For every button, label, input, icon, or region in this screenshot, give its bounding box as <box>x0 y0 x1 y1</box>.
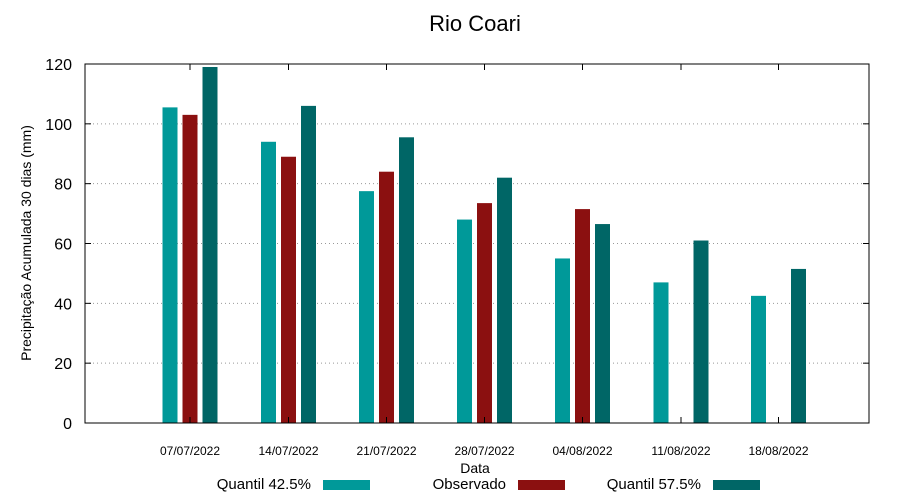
bar-quantil-57-5 <box>595 224 610 423</box>
bar-observado <box>575 209 590 423</box>
bar-quantil-42-5 <box>457 219 472 423</box>
y-tick-label: 120 <box>45 57 72 74</box>
bar-quantil-42-5 <box>555 258 570 423</box>
x-tick-label: 28/07/2022 <box>454 444 514 458</box>
legend-label: Quantil 42.5% <box>217 476 311 493</box>
bar-observado <box>182 114 198 423</box>
bar-observado <box>477 203 492 423</box>
bar-observado <box>379 171 394 423</box>
y-tick-label: 60 <box>54 237 72 254</box>
legend-label: Quantil 57.5% <box>607 476 701 493</box>
x-tick-label: 07/07/2022 <box>160 444 220 458</box>
y-tick-label: 100 <box>45 117 72 134</box>
bar-quantil-57-5 <box>791 268 806 423</box>
legend-swatch <box>323 480 370 490</box>
bar-quantil-42-5 <box>751 295 766 423</box>
bar-quantil-42-5 <box>261 141 276 424</box>
y-axis-label: Precipitação Acumulada 30 dias (mm) <box>18 125 34 361</box>
bar-quantil-42-5 <box>653 282 669 423</box>
bar-quantil-57-5 <box>202 66 218 423</box>
legend: Quantil 42.5% Observado Quantil 57.5% <box>217 476 760 493</box>
legend-swatch <box>713 480 760 490</box>
x-tick-label: 18/08/2022 <box>748 444 808 458</box>
bar-quantil-57-5 <box>497 177 512 423</box>
bar-quantil-57-5 <box>399 137 414 423</box>
legend-label: Observado <box>433 476 506 493</box>
x-axis-label: Data <box>460 460 490 476</box>
y-tick-label: 0 <box>63 416 72 433</box>
bar-observado <box>281 156 296 423</box>
y-tick-label: 80 <box>54 177 72 194</box>
chart-title: Rio Coari <box>429 11 521 36</box>
y-tick-label: 40 <box>54 296 72 313</box>
bar-quantil-57-5 <box>301 105 316 423</box>
legend-swatch <box>518 480 565 490</box>
x-axis-ticks: 07/07/2022 14/07/2022 21/07/2022 28/07/2022… <box>160 64 809 458</box>
bar-quantil-42-5 <box>162 107 178 424</box>
y-tick-label: 20 <box>54 356 72 373</box>
x-tick-label: 14/07/2022 <box>258 444 318 458</box>
x-tick-label: 21/07/2022 <box>356 444 416 458</box>
y-axis-ticks: 0 20 40 60 80 100 120 <box>45 57 869 433</box>
x-tick-label: 04/08/2022 <box>552 444 612 458</box>
bars <box>162 66 806 424</box>
x-tick-label: 11/08/2022 <box>651 444 710 458</box>
bar-quantil-57-5 <box>693 240 709 423</box>
bar-quantil-42-5 <box>359 191 374 423</box>
